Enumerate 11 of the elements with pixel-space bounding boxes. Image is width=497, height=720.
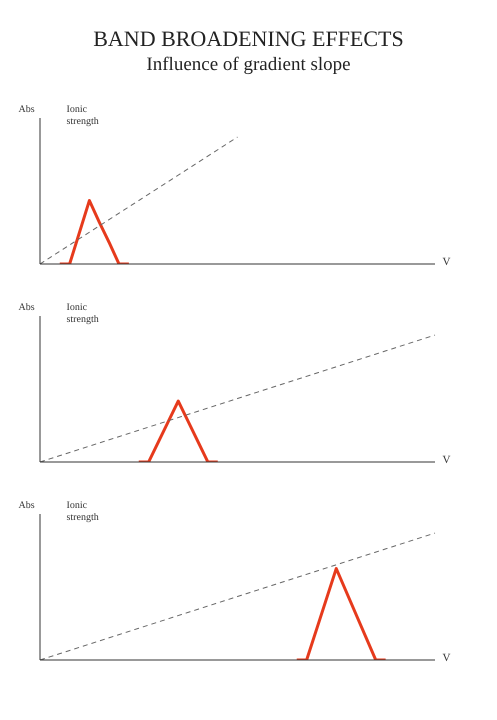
x-axis-title: V xyxy=(442,454,450,466)
x-axis-title: V xyxy=(442,256,450,268)
y2-axis-title: Ionic strength xyxy=(66,302,100,326)
chart-subtitle: Influence of gradient slope xyxy=(145,53,352,77)
y-axis-title: Abs xyxy=(18,104,35,115)
y2-axis-title: Ionic strength xyxy=(66,500,100,524)
x-axis-title: V xyxy=(442,652,450,664)
chart-title: BAND BROADENING EFFECTS xyxy=(92,25,405,52)
y-axis-title: Abs xyxy=(18,500,35,511)
y-axis-title: Abs xyxy=(18,302,35,313)
y2-axis-title: Ionic strength xyxy=(66,104,100,128)
